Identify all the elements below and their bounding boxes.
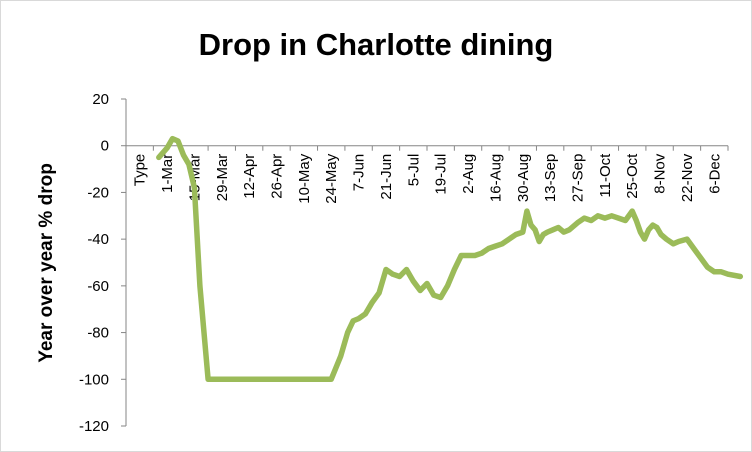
y-tick-label: -100 <box>79 371 109 388</box>
y-tick-label: 0 <box>101 138 109 155</box>
x-tick-label: 19-Jul <box>433 154 450 195</box>
x-tick-label: 27-Sep <box>570 154 587 202</box>
x-tick-label: 7-Jun <box>351 154 368 192</box>
x-tick-label: 21-Jun <box>378 154 395 200</box>
x-tick-label: 10-May <box>296 153 313 204</box>
y-tick-label: 20 <box>92 91 109 108</box>
x-tick-label: 13-Sep <box>542 154 559 202</box>
x-tick-label: 16-Aug <box>487 154 504 202</box>
x-tick-label: 1-Mar <box>159 154 176 193</box>
y-tick-label: -120 <box>79 418 109 435</box>
x-tick-label: 6-Dec <box>706 153 723 194</box>
chart-title: Drop in Charlotte dining <box>198 27 554 62</box>
y-tick-label: -80 <box>87 325 109 342</box>
x-tick-label: 30-Aug <box>515 154 532 202</box>
x-tick-label: 8-Nov <box>652 153 669 194</box>
series-line <box>156 135 744 383</box>
x-tick-label: 5-Jul <box>405 154 422 187</box>
x-tick-label: 24-May <box>323 153 340 204</box>
y-tick-label: -40 <box>87 231 109 248</box>
y-tick-label: -20 <box>87 184 109 201</box>
y-tick-label: -60 <box>87 278 109 295</box>
x-tick-label: 11-Oct <box>597 153 614 198</box>
x-tick-label: 22-Nov <box>679 153 696 202</box>
x-tick-label: 2-Aug <box>460 154 477 194</box>
x-tick-label: 25-Oct <box>624 153 641 199</box>
x-tick-label: 26-Apr <box>269 154 286 199</box>
x-tick-label: 12-Apr <box>241 154 258 199</box>
x-tick-label: 29-Mar <box>214 154 231 202</box>
x-tick-label: Type <box>132 154 149 187</box>
